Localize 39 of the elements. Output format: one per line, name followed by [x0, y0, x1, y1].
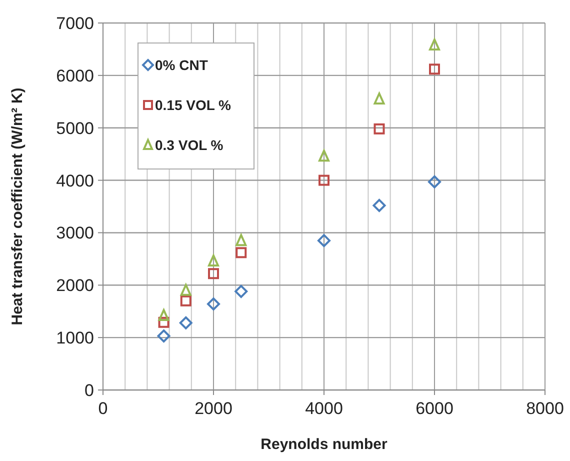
legend-label: 0.15 VOL % [155, 97, 232, 113]
point [180, 295, 192, 306]
legend-label: 0.3 VOL % [155, 137, 224, 153]
y-tick-label: 1000 [56, 328, 94, 348]
x-axis-title: Reynolds number [260, 436, 388, 453]
y-tick-label: 2000 [56, 276, 94, 296]
x-tick-label: 2000 [194, 399, 232, 418]
point [428, 175, 441, 188]
point [208, 268, 219, 280]
point [157, 330, 170, 342]
point [236, 234, 247, 246]
x-tick-label: 6000 [416, 399, 454, 418]
point [207, 298, 220, 311]
point [374, 123, 385, 134]
point [158, 316, 170, 328]
point [236, 247, 247, 258]
point [179, 316, 192, 330]
point [208, 254, 219, 267]
point [318, 234, 330, 248]
point [180, 284, 192, 296]
point [234, 284, 248, 298]
point [429, 38, 440, 51]
y-tick-label: 7000 [56, 14, 94, 33]
y-axis-title: Heat transfer coefficient (W/m² K) [9, 88, 26, 326]
x-tick-label: 0 [98, 399, 108, 418]
point [374, 92, 385, 105]
x-tick-label: 4000 [305, 399, 343, 418]
legend-label: 0% CNT [155, 57, 208, 73]
point [372, 198, 386, 212]
point [318, 174, 330, 186]
y-tick-label: 5000 [56, 118, 94, 138]
y-tick-label: 0 [84, 381, 94, 400]
point [158, 309, 170, 322]
y-tick-label: 3000 [56, 224, 94, 243]
y-tick-label: 4000 [56, 171, 94, 190]
point [429, 64, 440, 75]
y-tick-label: 6000 [56, 66, 94, 86]
x-tick-label: 8000 [526, 399, 564, 418]
point [318, 150, 330, 162]
